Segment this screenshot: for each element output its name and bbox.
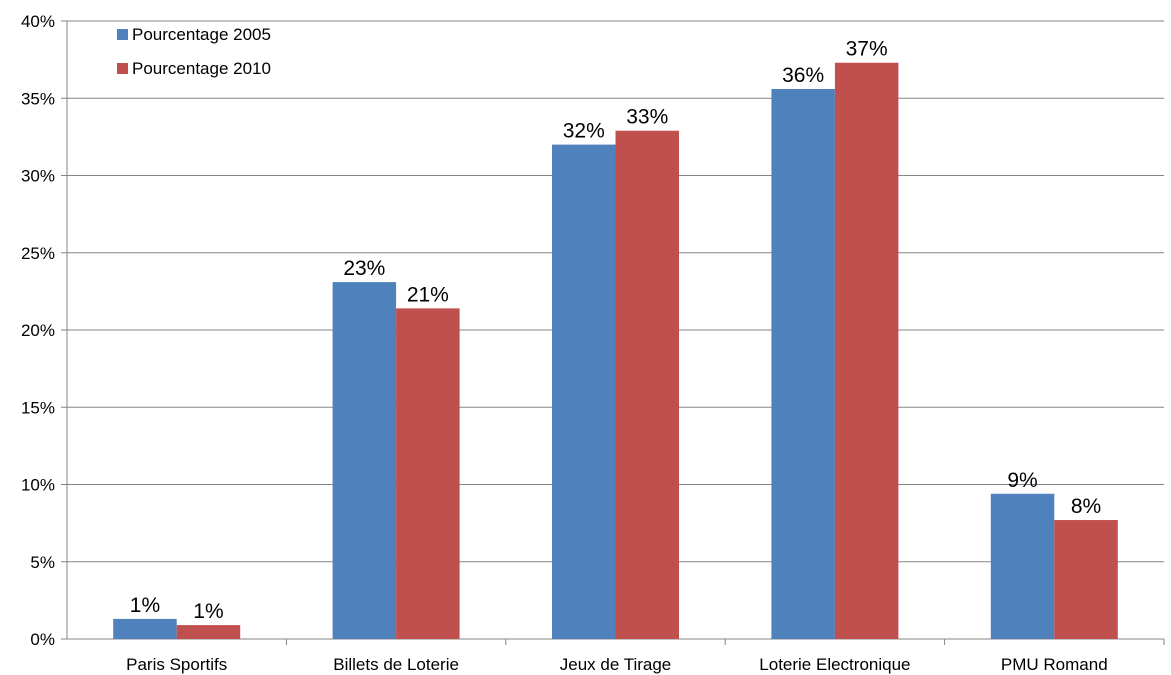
y-tick-label: 5% <box>30 553 55 572</box>
bar-data-label: 21% <box>407 283 449 306</box>
bar <box>771 88 835 640</box>
bar <box>396 308 460 639</box>
bar <box>834 62 899 639</box>
x-tick-label: Billets de Loterie <box>333 655 459 674</box>
y-tick-label: 30% <box>21 167 55 186</box>
bar <box>552 144 616 639</box>
bar-data-label: 32% <box>563 120 605 143</box>
bar <box>176 625 241 639</box>
bar-data-label: 37% <box>846 38 888 61</box>
legend-label: Pourcentage 2010 <box>132 59 271 78</box>
x-tick-label: Paris Sportifs <box>126 655 227 674</box>
y-tick-label: 20% <box>21 321 55 340</box>
y-tick-label: 15% <box>21 398 55 417</box>
x-tick-label: Loterie Electronique <box>759 655 910 674</box>
bar-data-label: 1% <box>193 600 223 623</box>
bar-data-label: 36% <box>782 64 824 87</box>
bars <box>113 62 1118 640</box>
x-tick-label: PMU Romand <box>1001 655 1108 674</box>
bar <box>332 282 397 639</box>
bar-data-label: 9% <box>1007 469 1037 492</box>
bar <box>113 618 177 639</box>
legend-label: Pourcentage 2005 <box>132 25 271 44</box>
legend-swatch <box>117 63 128 74</box>
data-labels: 1% 1% 23% 21% 32% 33% 36% 37% 9% 8% <box>130 38 1101 623</box>
tick-labels: 0% 5% 10% 15% 20% 25% 30% 35% 40% Paris Sportifs B… <box>21 12 1108 674</box>
bar-data-label: 1% <box>130 594 160 617</box>
bar <box>1054 520 1118 639</box>
legend: Pourcentage 2005 Pourcentage 2010 <box>117 25 271 78</box>
y-tick-label: 40% <box>21 12 55 31</box>
legend-swatch <box>117 29 128 40</box>
y-tick-label: 0% <box>30 630 55 649</box>
x-tick-label: Jeux de Tirage <box>560 655 672 674</box>
bar <box>615 130 679 639</box>
bar-data-label: 8% <box>1071 495 1101 518</box>
y-tick-label: 35% <box>21 89 55 108</box>
bar <box>990 493 1055 639</box>
y-tick-label: 10% <box>21 476 55 495</box>
bar-data-label: 23% <box>343 257 385 280</box>
y-tick-label: 25% <box>21 244 55 263</box>
bar-data-label: 33% <box>626 106 668 129</box>
